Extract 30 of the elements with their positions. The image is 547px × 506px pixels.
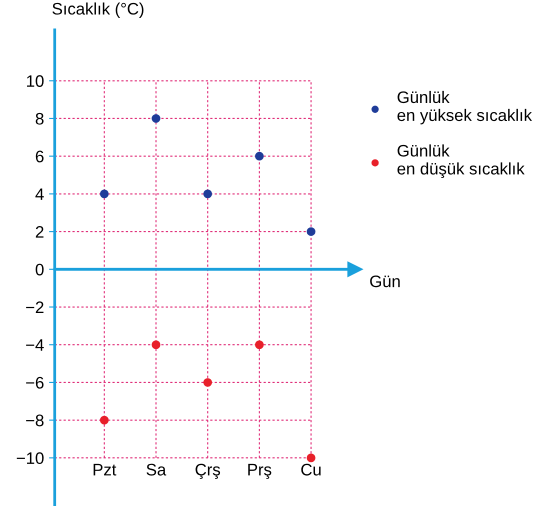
- y-tick-label: 4: [35, 188, 44, 200]
- point: [152, 340, 160, 350]
- point: [152, 114, 160, 123]
- point: [100, 190, 109, 198]
- legend-label: Günlük en düşük sıcaklık: [397, 144, 525, 178]
- y-tick-label: −6: [26, 376, 44, 389]
- y-tick-label: −10: [16, 452, 44, 464]
- point: [306, 453, 316, 462]
- x-tick-label: Çrş: [196, 464, 220, 479]
- x-axis-title: Gün: [370, 275, 400, 288]
- x-tick-label: Cu: [301, 464, 321, 476]
- point: [255, 152, 264, 161]
- legend-label: Günlük en yüksek sıcaklık: [397, 90, 532, 124]
- x-tick-label: Prş: [248, 464, 272, 479]
- y-tick-label: −2: [26, 301, 44, 314]
- y-tick-label: 2: [36, 226, 44, 238]
- y-tick-label: −8: [26, 414, 44, 426]
- y-tick-label: 10: [27, 75, 44, 87]
- y-tick-label: 6: [36, 150, 44, 162]
- point: [203, 378, 212, 387]
- y-axis-title: Sıcaklık (°C): [52, 2, 144, 18]
- point: [203, 190, 212, 198]
- x-tick-label: Sa: [146, 464, 166, 476]
- point: [100, 416, 109, 425]
- point: [255, 340, 264, 350]
- x-tick-label: Pzt: [94, 464, 116, 476]
- y-tick-label: −4: [26, 339, 44, 351]
- point: [306, 227, 316, 236]
- y-tick-label: 8: [36, 112, 44, 125]
- y-tick-label: 0: [36, 264, 44, 276]
